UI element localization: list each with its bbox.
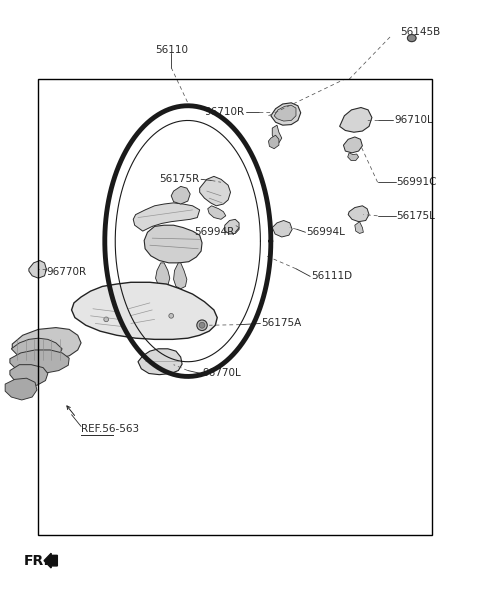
Text: 96710R: 96710R <box>204 107 245 116</box>
Ellipse shape <box>104 317 108 322</box>
Polygon shape <box>10 350 69 374</box>
Polygon shape <box>355 222 363 233</box>
Text: 56175L: 56175L <box>396 211 435 221</box>
Polygon shape <box>348 153 359 160</box>
Text: 96710L: 96710L <box>394 115 433 125</box>
Polygon shape <box>343 137 362 153</box>
Polygon shape <box>208 206 226 219</box>
Text: 56994L: 56994L <box>306 228 345 237</box>
Text: FR.: FR. <box>24 554 50 568</box>
Bar <box>38 79 432 535</box>
Polygon shape <box>29 261 47 278</box>
Text: 96770L: 96770L <box>202 368 241 378</box>
Text: 56175A: 56175A <box>261 318 301 328</box>
Polygon shape <box>5 378 37 400</box>
Text: 56110: 56110 <box>155 45 188 55</box>
FancyArrow shape <box>44 553 57 568</box>
Text: REF.56-563: REF.56-563 <box>81 424 139 434</box>
Polygon shape <box>72 282 217 339</box>
Ellipse shape <box>197 320 207 330</box>
Polygon shape <box>10 365 48 386</box>
Polygon shape <box>156 263 170 288</box>
Polygon shape <box>133 203 200 231</box>
Polygon shape <box>200 176 230 206</box>
Ellipse shape <box>169 314 174 318</box>
Polygon shape <box>12 328 81 359</box>
Polygon shape <box>12 338 62 362</box>
Polygon shape <box>138 349 182 375</box>
Text: 56111D: 56111D <box>311 271 352 282</box>
Polygon shape <box>268 135 279 148</box>
Ellipse shape <box>408 34 416 42</box>
Text: 56175R: 56175R <box>159 174 200 184</box>
Ellipse shape <box>199 323 205 328</box>
Polygon shape <box>348 206 369 222</box>
Text: 56145B: 56145B <box>400 27 441 37</box>
Polygon shape <box>272 220 292 237</box>
Polygon shape <box>340 108 372 132</box>
Polygon shape <box>174 263 187 289</box>
Text: 56994R: 56994R <box>194 228 234 237</box>
Polygon shape <box>171 187 190 204</box>
Polygon shape <box>144 225 202 263</box>
Polygon shape <box>271 103 301 125</box>
Text: 56991C: 56991C <box>396 177 437 187</box>
Polygon shape <box>272 125 282 143</box>
Polygon shape <box>274 105 296 121</box>
Text: 96770R: 96770R <box>47 267 86 277</box>
Polygon shape <box>224 219 239 234</box>
